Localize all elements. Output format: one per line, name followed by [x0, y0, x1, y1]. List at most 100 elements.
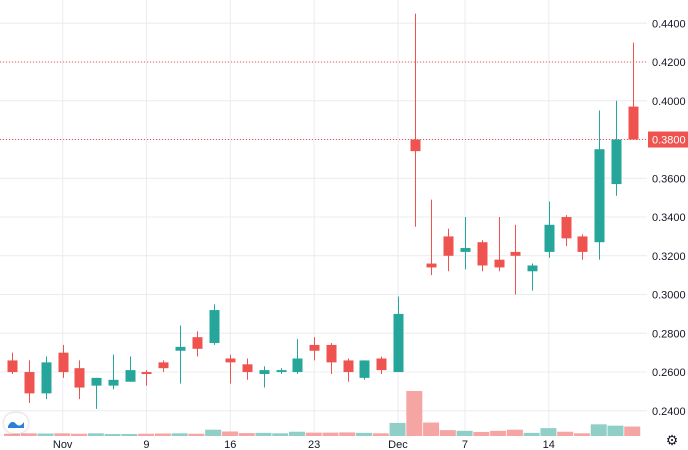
price-tick-label: 0.3400	[652, 212, 686, 224]
volume-bar	[339, 432, 356, 436]
volume-bar	[238, 433, 255, 436]
price-tick-label: 0.4200	[652, 57, 686, 69]
candle-body	[343, 360, 354, 373]
candle-body	[225, 358, 236, 363]
candle-body	[477, 242, 488, 266]
volume-bar	[87, 433, 104, 436]
volume-bar	[423, 422, 440, 436]
volume-bar	[523, 432, 540, 436]
volume-bar	[188, 433, 205, 436]
volume-bar	[71, 433, 88, 436]
logo-icon[interactable]	[4, 413, 28, 433]
candle-body	[108, 379, 119, 386]
volume-bar	[607, 425, 624, 436]
candle-body	[158, 362, 169, 369]
volume-bar	[305, 432, 322, 436]
candle-body	[577, 236, 588, 252]
price-axis[interactable]: 0.4400 0.4200 0.4000 0.3800 0.3600 0.3400 0.32…	[652, 18, 686, 418]
volume-bar	[557, 431, 574, 436]
candle-body	[209, 310, 220, 343]
time-tick-label: 9	[143, 439, 149, 450]
volume-bar	[255, 432, 272, 436]
volume-bar	[4, 433, 20, 436]
price-tick-label: 0.3000	[652, 290, 686, 302]
candle-body	[410, 139, 421, 152]
candle-body	[259, 370, 270, 374]
volume-bar	[138, 433, 155, 436]
volume-bar	[356, 432, 373, 436]
time-axis[interactable]: Nov 9 16 23 Dec 7 14	[53, 439, 555, 450]
volume-bar	[439, 430, 456, 436]
time-tick-label: 14	[543, 439, 555, 450]
candle-body	[242, 364, 253, 373]
candle-body	[460, 248, 471, 252]
candle-body	[192, 337, 203, 349]
volume-bar	[624, 426, 641, 436]
candle-body	[393, 313, 404, 373]
volume-bar	[322, 432, 339, 436]
candle-body	[561, 217, 572, 239]
price-tick-label: 0.3200	[652, 251, 686, 263]
candle-body	[276, 370, 287, 373]
candle-body	[309, 344, 320, 351]
time-tick-label: 16	[224, 439, 236, 450]
price-tick-label: 0.4000	[652, 96, 686, 108]
time-tick-label: 7	[462, 439, 468, 450]
price-tick-label: 0.4400	[652, 18, 686, 30]
time-tick-label: Nov	[53, 439, 73, 450]
candle-body	[58, 352, 69, 373]
time-tick-label: 23	[308, 439, 320, 450]
volume-bar	[171, 433, 188, 436]
candle-body	[527, 265, 538, 272]
candle-body	[292, 358, 303, 373]
candle-body	[376, 358, 387, 371]
volume-bar	[406, 391, 423, 436]
current-price-tag-bg	[648, 131, 688, 148]
settings-gear-icon[interactable]: ⚙	[665, 432, 679, 448]
current-price-tag: 0.3800	[648, 131, 688, 148]
candle-body	[41, 362, 52, 394]
candle-body	[611, 139, 622, 185]
candle-body	[24, 372, 35, 394]
candle-body	[443, 236, 454, 256]
volume-bar	[590, 424, 607, 436]
candle-body	[125, 370, 136, 382]
candle-body	[594, 149, 605, 243]
price-tick-label: 0.3600	[652, 173, 686, 185]
price-tick-label: 0.2600	[652, 367, 686, 379]
candle-body	[91, 377, 102, 386]
volume-bars	[4, 391, 641, 436]
price-tick-label: 0.2400	[652, 406, 686, 418]
volume-bar	[573, 433, 590, 436]
candle-body	[326, 344, 337, 363]
volume-bar	[389, 422, 406, 436]
candle-body	[494, 259, 505, 268]
volume-bar	[540, 428, 557, 436]
volume-bar	[473, 431, 490, 436]
candle-body	[74, 368, 85, 388]
volume-bar	[54, 433, 71, 436]
volume-bar	[272, 433, 289, 436]
candle-body	[510, 251, 521, 256]
volume-bar	[490, 430, 507, 436]
candle-body	[628, 106, 639, 140]
volume-bar	[121, 433, 138, 436]
candle-body	[175, 346, 186, 351]
logo-wave-icon	[8, 421, 24, 428]
candles	[7, 13, 639, 409]
volume-bar	[20, 433, 37, 436]
volume-bar	[456, 430, 473, 436]
candle-body	[544, 224, 555, 252]
volume-bar	[104, 433, 121, 436]
time-tick-label: Dec	[388, 439, 408, 450]
price-tick-label: 0.2800	[652, 328, 686, 340]
candle-body	[7, 360, 18, 373]
candle-body	[141, 372, 152, 374]
candle-body	[359, 360, 370, 378]
volume-bar	[372, 433, 389, 436]
volume-bar	[221, 431, 238, 436]
volume-bar	[37, 433, 54, 436]
candle-body	[426, 263, 437, 268]
volume-bar	[154, 433, 171, 436]
